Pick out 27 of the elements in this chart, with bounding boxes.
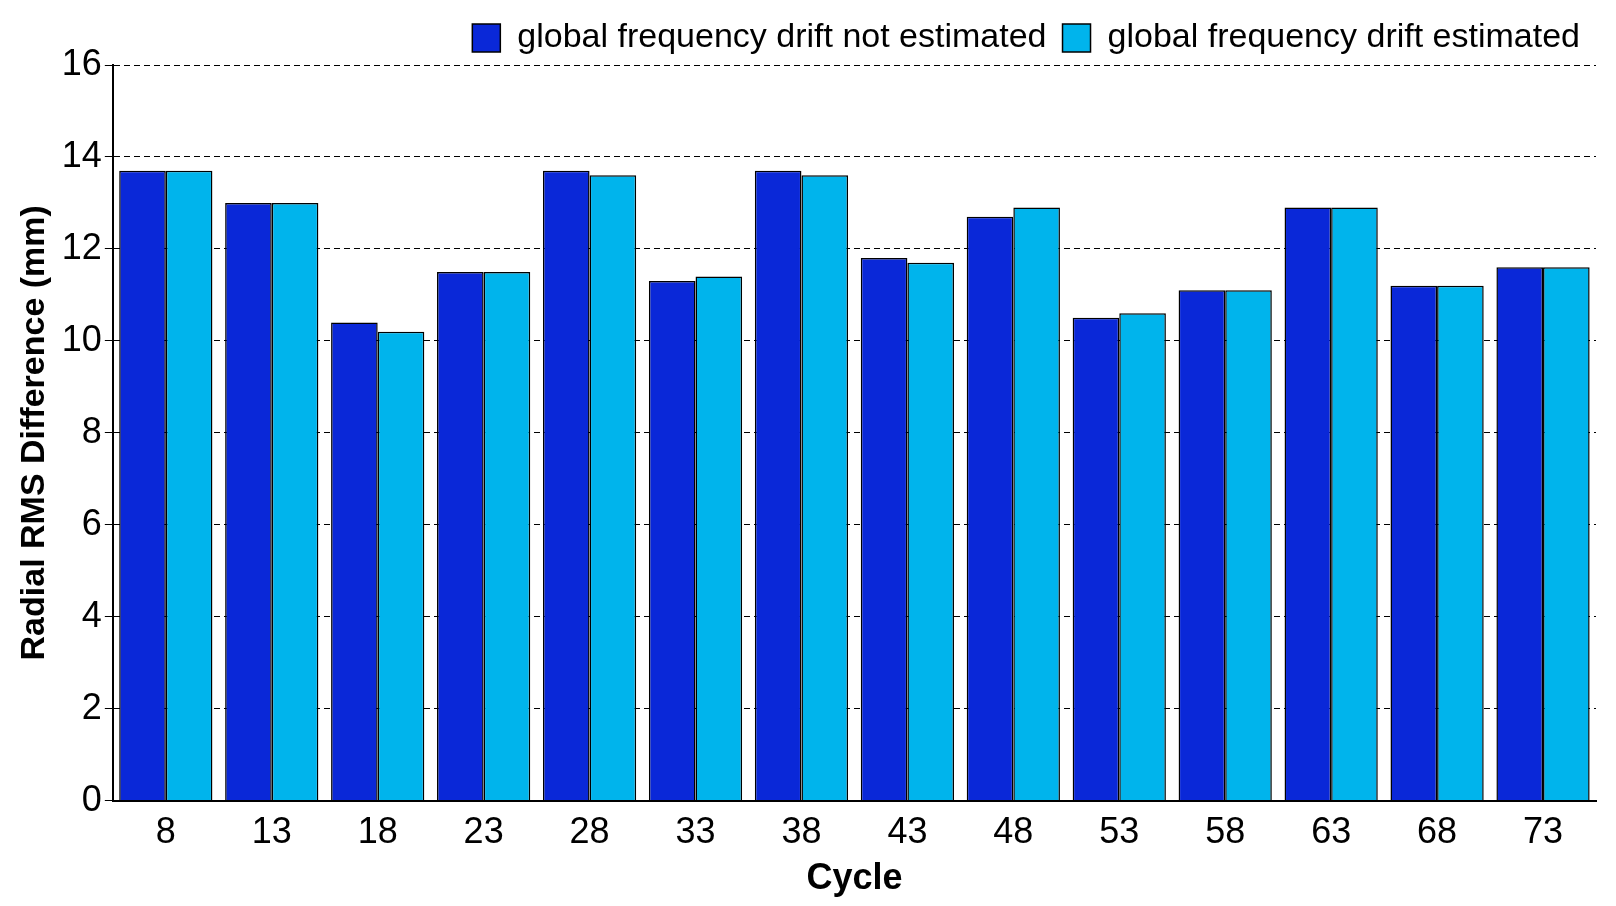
x-tick-label: 18	[357, 810, 398, 852]
x-axis-title: Cycle	[806, 856, 903, 898]
y-tick-label: 16	[61, 41, 102, 83]
x-tick-label: 53	[1099, 810, 1140, 852]
x-tick-label: 68	[1417, 810, 1458, 852]
x-tick-label: 8	[155, 810, 176, 852]
y-tick-label: 12	[61, 225, 102, 267]
x-tick-label: 13	[251, 810, 292, 852]
y-tick-label: 8	[81, 409, 102, 451]
x-tick-label: 73	[1523, 810, 1564, 852]
x-tick-label: 43	[887, 810, 928, 852]
x-tick-label: 23	[463, 810, 504, 852]
y-tick-label: 6	[81, 501, 102, 543]
legend-label: global frequency drift not estimated	[517, 16, 1047, 55]
x-tick-label: 48	[993, 810, 1034, 852]
legend-label: global frequency drift estimated	[1107, 16, 1580, 55]
y-tick-label: 14	[61, 133, 102, 175]
x-tick-label: 28	[569, 810, 610, 852]
y-tick-label: 10	[61, 317, 102, 359]
y-tick-label: 2	[81, 685, 102, 727]
y-axis-title: Radial RMS Difference (mm)	[12, 205, 51, 661]
x-tick-label: 63	[1311, 810, 1352, 852]
y-tick-label: 4	[81, 593, 102, 635]
y-tick-label: 0	[81, 777, 102, 819]
x-tick-label: 38	[781, 810, 822, 852]
x-tick-label: 33	[675, 810, 716, 852]
x-tick-label: 58	[1205, 810, 1246, 852]
